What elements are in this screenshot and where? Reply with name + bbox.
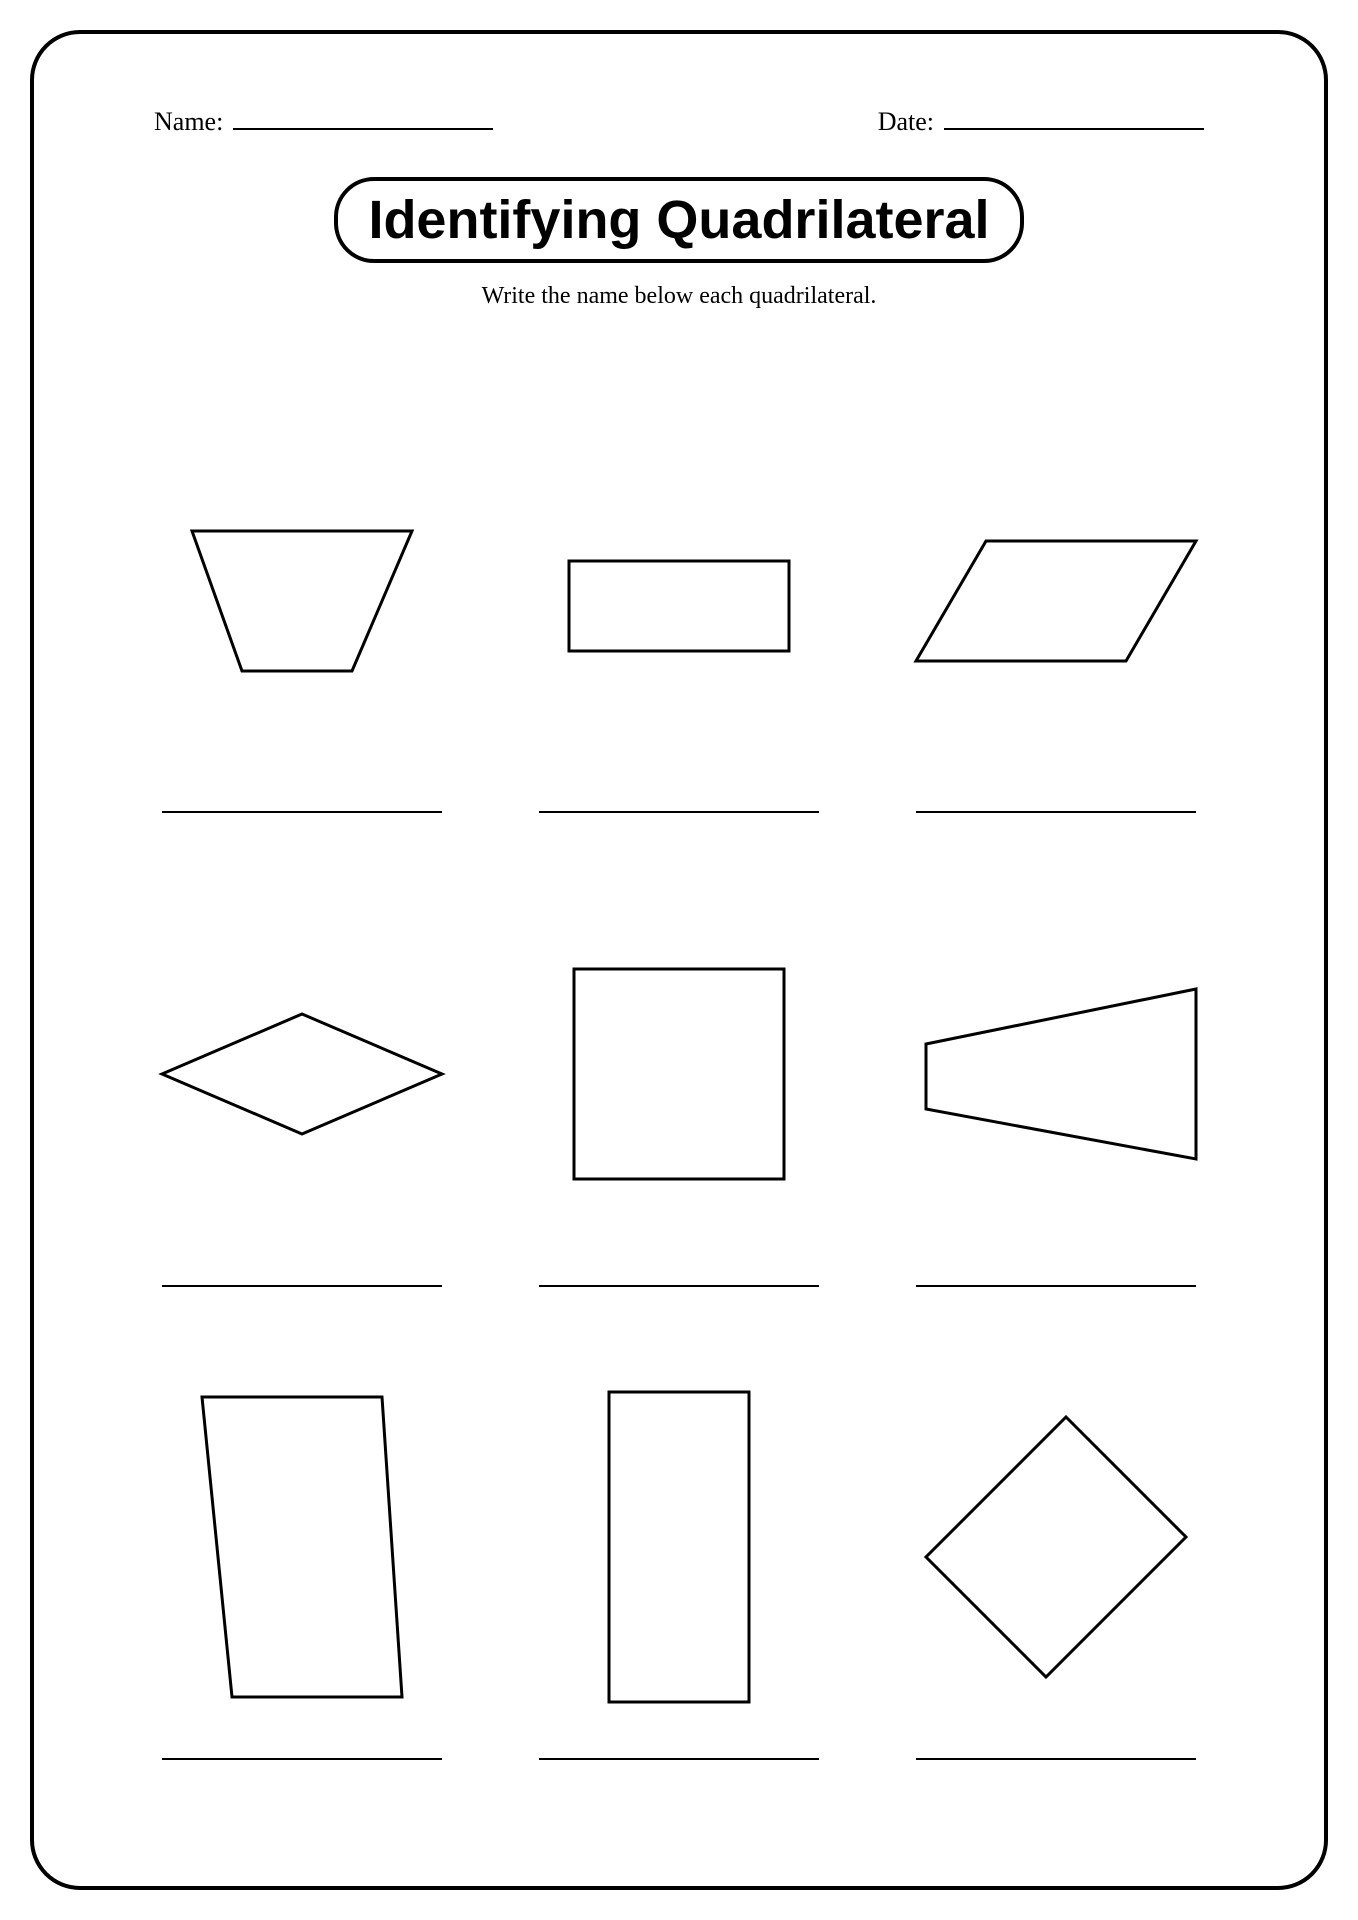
trapezoid-icon bbox=[172, 511, 432, 691]
shape-trapezoid-side bbox=[887, 883, 1224, 1264]
square-icon bbox=[559, 954, 799, 1194]
answer-line-6[interactable] bbox=[916, 1285, 1196, 1287]
shape-trapezoid-top bbox=[134, 410, 471, 791]
rhombus-icon bbox=[152, 974, 452, 1174]
shape-cell-1 bbox=[134, 410, 471, 843]
rectangle-tall-icon bbox=[579, 1377, 779, 1717]
shape-cell-4 bbox=[134, 883, 471, 1316]
rectangle-icon bbox=[549, 511, 809, 691]
worksheet-frame: Name: Date: Identifying Quadrilateral Wr… bbox=[30, 30, 1328, 1890]
instruction-text: Write the name below each quadrilateral. bbox=[94, 283, 1264, 310]
shape-cell-8 bbox=[511, 1357, 848, 1790]
name-label: Name: bbox=[154, 107, 223, 137]
answer-line-1[interactable] bbox=[162, 811, 442, 813]
answer-line-8[interactable] bbox=[539, 1758, 819, 1760]
answer-line-5[interactable] bbox=[539, 1285, 819, 1287]
header-row: Name: Date: bbox=[94, 104, 1264, 137]
square-rotated-icon bbox=[906, 1397, 1206, 1697]
shape-square-rotated bbox=[887, 1357, 1224, 1738]
shape-parallelogram-right bbox=[887, 410, 1224, 791]
trapezoid-side-icon bbox=[906, 974, 1206, 1174]
title-container: Identifying Quadrilateral bbox=[94, 177, 1264, 263]
answer-line-7[interactable] bbox=[162, 1758, 442, 1760]
shape-square bbox=[511, 883, 848, 1264]
answer-line-3[interactable] bbox=[916, 811, 1196, 813]
shape-rectangle-wide bbox=[511, 410, 848, 791]
shape-rectangle-tall bbox=[511, 1357, 848, 1738]
name-field-group: Name: bbox=[154, 104, 493, 137]
title-frame: Identifying Quadrilateral bbox=[334, 177, 1023, 263]
page-title: Identifying Quadrilateral bbox=[368, 189, 989, 251]
shape-cell-6 bbox=[887, 883, 1224, 1316]
parallelogram-icon bbox=[906, 511, 1206, 691]
answer-line-9[interactable] bbox=[916, 1758, 1196, 1760]
shapes-grid bbox=[94, 410, 1264, 1790]
date-field-group: Date: bbox=[878, 104, 1204, 137]
name-input-line[interactable] bbox=[233, 104, 493, 130]
shape-cell-9 bbox=[887, 1357, 1224, 1790]
shape-cell-7 bbox=[134, 1357, 471, 1790]
date-input-line[interactable] bbox=[944, 104, 1204, 130]
shape-cell-2 bbox=[511, 410, 848, 843]
parallelogram-lean-icon bbox=[182, 1377, 422, 1717]
shape-cell-5 bbox=[511, 883, 848, 1316]
shape-rhombus-flat bbox=[134, 883, 471, 1264]
shape-cell-3 bbox=[887, 410, 1224, 843]
answer-line-2[interactable] bbox=[539, 811, 819, 813]
date-label: Date: bbox=[878, 107, 934, 137]
shape-parallelogram-lean bbox=[134, 1357, 471, 1738]
answer-line-4[interactable] bbox=[162, 1285, 442, 1287]
